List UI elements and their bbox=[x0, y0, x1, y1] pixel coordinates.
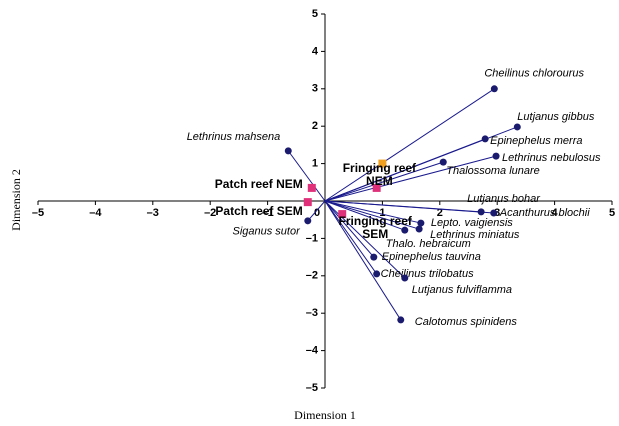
x-tick-label: 2 bbox=[437, 207, 443, 219]
y-tick-label: 3 bbox=[312, 83, 318, 95]
species-label: Lutjanus gibbus bbox=[517, 111, 595, 123]
species-point bbox=[304, 217, 312, 225]
x-tick-label: 4 bbox=[552, 207, 559, 219]
species-label: Acanthurus blochii bbox=[499, 207, 590, 219]
y-tick-label: –4 bbox=[306, 345, 319, 357]
y-tick-label: 4 bbox=[312, 45, 319, 57]
site-label: Patch reef NEM bbox=[214, 176, 303, 191]
vector bbox=[287, 150, 326, 202]
vector bbox=[324, 200, 405, 231]
y-axis-title: Dimension 2 bbox=[9, 169, 23, 231]
species-point bbox=[401, 226, 409, 234]
species-point bbox=[417, 219, 425, 227]
species-point bbox=[481, 135, 489, 143]
species-label: Lepto. vaigiensis bbox=[431, 217, 513, 229]
species-label: Lutjanus bohar bbox=[467, 193, 541, 205]
species-point bbox=[373, 270, 381, 278]
species-label: Lethrinus miniatus bbox=[430, 229, 520, 241]
site-label: Fringing reef SEM bbox=[338, 214, 412, 242]
x-axis-title: Dimension 1 bbox=[294, 408, 356, 422]
y-tick-label: –5 bbox=[306, 382, 318, 394]
site-point bbox=[338, 210, 347, 219]
vector bbox=[324, 200, 420, 230]
x-tick-label: –3 bbox=[147, 207, 159, 219]
species-label: Calotomus spinidens bbox=[415, 316, 518, 328]
species-point bbox=[490, 209, 498, 217]
x-tick-label: 5 bbox=[609, 207, 615, 219]
species-label: Siganus sutor bbox=[233, 226, 302, 238]
species-point bbox=[397, 316, 405, 324]
site-label: Patch reef SEM bbox=[215, 204, 303, 219]
vector bbox=[307, 200, 326, 222]
species-point bbox=[284, 147, 292, 155]
x-tick-label: –4 bbox=[89, 207, 102, 219]
species-label: Cheilinus chlorourus bbox=[484, 68, 584, 80]
vector bbox=[324, 200, 494, 214]
vector bbox=[324, 200, 378, 275]
species-point bbox=[439, 158, 447, 166]
y-tick-label: 5 bbox=[312, 8, 318, 20]
x-tick-label: –1 bbox=[261, 207, 273, 219]
site-label: Fringing reef NEM bbox=[342, 160, 417, 188]
species-label: Lethrinus nebulosus bbox=[502, 152, 601, 164]
vector bbox=[324, 200, 402, 321]
species-label: Cheilinus trilobatus bbox=[381, 268, 474, 280]
y-tick-label: –3 bbox=[306, 307, 318, 319]
vector bbox=[324, 161, 444, 202]
species-point bbox=[401, 274, 409, 282]
x-tick-label: –2 bbox=[204, 207, 216, 219]
species-point bbox=[513, 123, 521, 131]
y-tick-label: –1 bbox=[306, 232, 318, 244]
site-point bbox=[303, 198, 312, 207]
species-label: Epinephelus merra bbox=[490, 135, 582, 147]
y-tick-label: 2 bbox=[312, 120, 318, 132]
species-label: Epinephelus tauvina bbox=[382, 251, 481, 263]
vector bbox=[324, 88, 495, 202]
vector bbox=[324, 200, 421, 224]
species-label: Lutjanus fulviflamma bbox=[412, 284, 512, 296]
species-point bbox=[477, 208, 485, 216]
vector bbox=[324, 138, 486, 202]
site-point bbox=[372, 183, 381, 192]
species-point bbox=[415, 225, 423, 233]
y-tick-label: 1 bbox=[312, 158, 318, 170]
species-point bbox=[490, 85, 498, 93]
species-point bbox=[370, 253, 378, 261]
x-tick-label: 1 bbox=[379, 207, 385, 219]
species-label: Lethrinus mahsena bbox=[187, 131, 281, 143]
site-point bbox=[307, 183, 316, 192]
y-tick-label: –2 bbox=[306, 270, 318, 282]
species-label: Thalossoma lunare bbox=[446, 165, 540, 177]
x-tick-label: –5 bbox=[32, 207, 44, 219]
vector bbox=[324, 155, 497, 202]
species-label: Thalo. hebraicum bbox=[386, 238, 471, 250]
x-tick-label: 0 bbox=[314, 207, 320, 219]
vector bbox=[324, 200, 375, 258]
site-point bbox=[378, 159, 387, 168]
species-point bbox=[492, 152, 500, 160]
